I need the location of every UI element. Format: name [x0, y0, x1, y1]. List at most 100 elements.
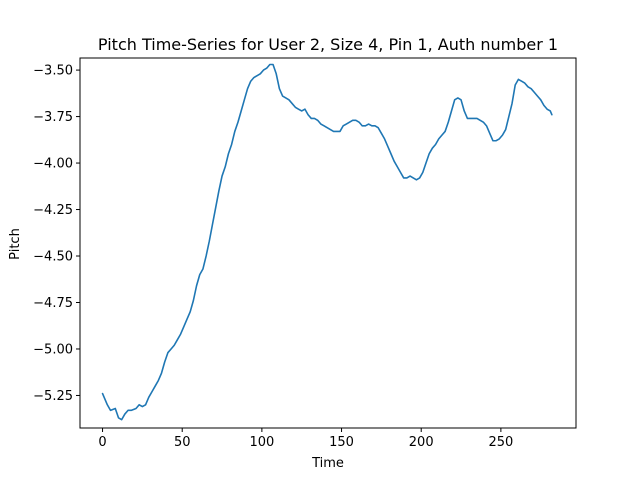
data-point — [349, 121, 351, 123]
data-point — [495, 140, 497, 142]
data-point — [320, 123, 322, 125]
data-point — [154, 385, 156, 387]
data-point — [127, 410, 129, 412]
data-point — [508, 116, 510, 118]
data-point — [371, 125, 373, 127]
data-point — [310, 118, 312, 120]
data-point — [393, 160, 395, 162]
data-point — [330, 129, 332, 131]
data-point — [502, 134, 504, 136]
data-point — [234, 131, 236, 133]
data-point — [228, 153, 230, 155]
y-tick-label: −5.25 — [33, 389, 73, 404]
data-point — [530, 88, 532, 90]
data-point — [247, 88, 249, 90]
data-point — [483, 121, 485, 123]
data-point — [135, 408, 137, 410]
data-point — [403, 177, 405, 179]
x-tick-label: 150 — [329, 435, 354, 450]
data-point — [205, 255, 207, 257]
data-point — [186, 318, 188, 320]
data-point — [240, 110, 242, 112]
x-tick-label: 50 — [174, 435, 191, 450]
data-point — [114, 408, 116, 410]
data-point — [441, 134, 443, 136]
y-tick-label: −3.75 — [33, 110, 73, 125]
data-point — [263, 69, 265, 71]
data-point — [279, 88, 281, 90]
data-point — [244, 99, 246, 101]
data-point — [295, 106, 297, 108]
data-point — [358, 121, 360, 123]
data-point — [177, 339, 179, 341]
data-point — [124, 413, 126, 415]
data-point — [511, 103, 513, 105]
data-point — [118, 417, 120, 419]
data-point — [521, 80, 523, 82]
data-point — [218, 190, 220, 192]
plot-content — [101, 63, 553, 421]
data-point — [438, 138, 440, 140]
data-point — [551, 114, 553, 116]
data-point — [377, 127, 379, 129]
data-point — [110, 410, 112, 412]
chart-title: Pitch Time-Series for User 2, Size 4, Pi… — [98, 35, 558, 54]
series-line-0 — [101, 63, 553, 421]
data-point — [365, 125, 367, 127]
data-point — [454, 99, 456, 101]
data-point — [199, 274, 201, 276]
data-point — [486, 125, 488, 127]
data-point — [323, 125, 325, 127]
data-point — [259, 73, 261, 75]
data-point — [342, 125, 344, 127]
data-point — [250, 80, 252, 82]
data-point — [527, 86, 529, 88]
data-point — [164, 361, 166, 363]
x-axis-label: Time — [311, 456, 344, 471]
data-point — [355, 119, 357, 121]
data-point — [291, 103, 293, 105]
data-point — [224, 166, 226, 168]
data-point — [138, 404, 140, 406]
data-point — [215, 207, 217, 209]
data-point — [473, 118, 475, 120]
data-point — [543, 105, 545, 107]
y-tick-label: −4.00 — [33, 157, 73, 172]
data-point — [298, 108, 300, 110]
data-point — [102, 393, 104, 395]
data-point — [170, 348, 172, 350]
data-point — [158, 380, 160, 382]
x-tick-label: 100 — [249, 435, 274, 450]
data-point — [384, 138, 386, 140]
data-point — [412, 177, 414, 179]
data-point — [390, 153, 392, 155]
data-point — [339, 131, 341, 133]
data-point — [336, 131, 338, 133]
data-point — [425, 162, 427, 164]
data-point — [301, 110, 303, 112]
data-point — [272, 64, 274, 66]
data-point — [444, 131, 446, 133]
data-point — [451, 110, 453, 112]
data-point — [435, 144, 437, 146]
data-point — [282, 95, 284, 97]
data-point — [409, 175, 411, 177]
y-axis-label: Pitch — [8, 228, 23, 260]
data-point — [546, 108, 548, 110]
data-point — [173, 344, 175, 346]
data-point — [368, 123, 370, 125]
data-point — [476, 118, 478, 120]
data-point — [275, 73, 277, 75]
x-tick-label: 200 — [409, 435, 434, 450]
data-point — [419, 177, 421, 179]
data-point — [518, 79, 520, 81]
data-point — [549, 110, 551, 112]
data-point — [304, 108, 306, 110]
data-point — [317, 119, 319, 121]
data-point — [148, 397, 150, 399]
data-point — [209, 240, 211, 242]
data-point — [381, 133, 383, 135]
